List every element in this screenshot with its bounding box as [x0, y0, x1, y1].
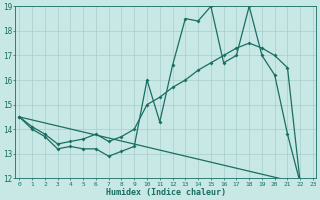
X-axis label: Humidex (Indice chaleur): Humidex (Indice chaleur) [106, 188, 226, 197]
